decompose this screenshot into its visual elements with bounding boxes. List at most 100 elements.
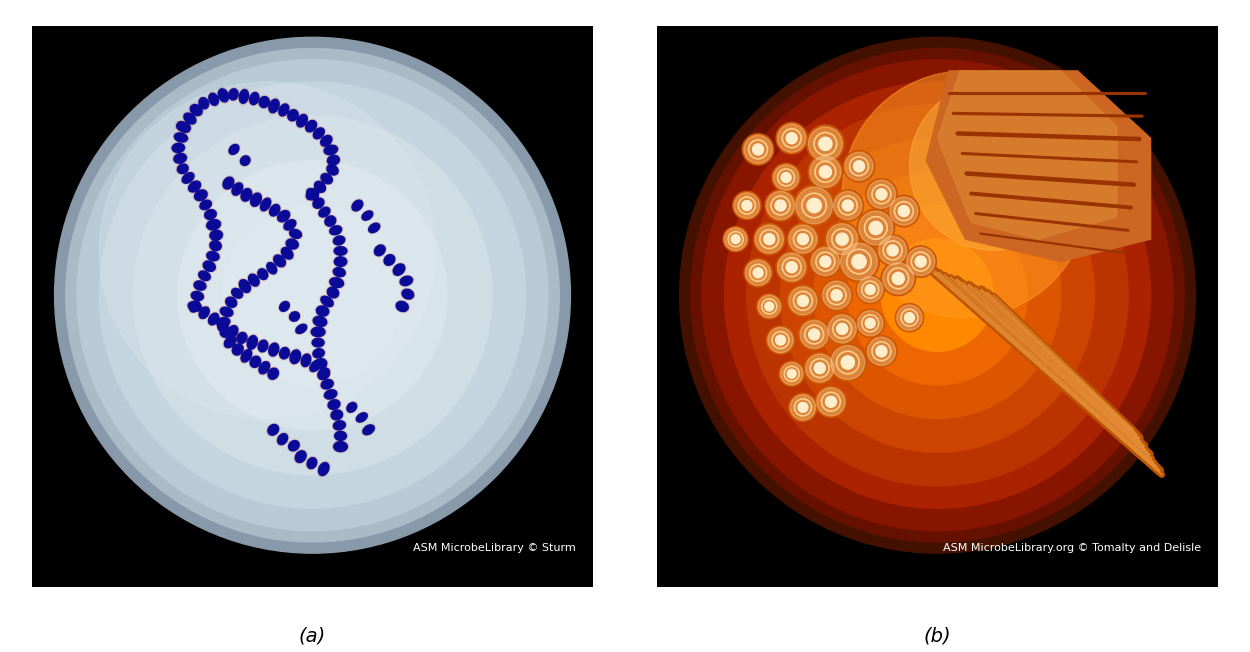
Ellipse shape <box>285 238 300 250</box>
Circle shape <box>703 60 1172 531</box>
Circle shape <box>66 48 559 542</box>
Circle shape <box>222 205 402 385</box>
Ellipse shape <box>311 327 325 336</box>
Circle shape <box>809 127 842 161</box>
Circle shape <box>805 354 834 382</box>
Ellipse shape <box>295 323 308 334</box>
Ellipse shape <box>191 291 204 301</box>
Text: (a): (a) <box>299 627 326 645</box>
Ellipse shape <box>334 430 348 441</box>
Circle shape <box>132 116 493 475</box>
Ellipse shape <box>184 113 196 124</box>
Ellipse shape <box>229 145 239 155</box>
Ellipse shape <box>236 333 248 344</box>
Ellipse shape <box>225 296 238 308</box>
Ellipse shape <box>216 318 230 333</box>
Circle shape <box>858 209 895 246</box>
Ellipse shape <box>220 307 232 317</box>
Ellipse shape <box>286 239 299 249</box>
Ellipse shape <box>289 228 302 239</box>
Ellipse shape <box>226 297 236 307</box>
Ellipse shape <box>189 104 204 117</box>
Ellipse shape <box>288 439 300 452</box>
Circle shape <box>177 160 448 430</box>
Ellipse shape <box>248 273 260 288</box>
Circle shape <box>680 37 1195 553</box>
Circle shape <box>867 337 895 365</box>
Ellipse shape <box>216 318 230 327</box>
Ellipse shape <box>290 350 300 364</box>
Ellipse shape <box>256 268 269 280</box>
Ellipse shape <box>276 209 291 223</box>
Circle shape <box>888 245 899 256</box>
Circle shape <box>826 313 858 344</box>
Circle shape <box>810 246 841 277</box>
Ellipse shape <box>334 246 348 255</box>
Ellipse shape <box>260 197 271 212</box>
Ellipse shape <box>239 88 250 105</box>
Ellipse shape <box>190 301 200 312</box>
Circle shape <box>724 228 748 250</box>
Circle shape <box>742 134 774 165</box>
Ellipse shape <box>279 346 290 360</box>
Circle shape <box>754 224 785 255</box>
Ellipse shape <box>250 193 261 206</box>
Circle shape <box>731 235 740 244</box>
Ellipse shape <box>396 301 409 312</box>
Ellipse shape <box>177 164 189 173</box>
Circle shape <box>876 346 888 357</box>
Ellipse shape <box>395 301 410 312</box>
Ellipse shape <box>268 98 280 114</box>
Ellipse shape <box>306 189 319 200</box>
Ellipse shape <box>202 260 216 273</box>
Ellipse shape <box>210 241 221 250</box>
Circle shape <box>866 336 897 367</box>
Ellipse shape <box>328 155 340 165</box>
Circle shape <box>752 144 764 155</box>
Ellipse shape <box>274 255 285 267</box>
Ellipse shape <box>173 153 188 164</box>
Ellipse shape <box>192 280 208 291</box>
Ellipse shape <box>206 220 220 230</box>
Ellipse shape <box>278 103 290 117</box>
Ellipse shape <box>260 198 271 211</box>
Ellipse shape <box>326 155 340 166</box>
Circle shape <box>752 268 762 278</box>
Ellipse shape <box>319 463 329 475</box>
Ellipse shape <box>311 338 325 348</box>
Ellipse shape <box>315 358 328 370</box>
Circle shape <box>905 313 915 323</box>
Circle shape <box>856 276 884 304</box>
Ellipse shape <box>362 425 374 435</box>
Ellipse shape <box>361 210 374 221</box>
Ellipse shape <box>206 252 219 261</box>
Ellipse shape <box>321 173 332 184</box>
Ellipse shape <box>240 155 251 166</box>
Ellipse shape <box>326 286 340 299</box>
Ellipse shape <box>219 326 232 338</box>
Circle shape <box>832 190 864 221</box>
Ellipse shape <box>219 306 234 318</box>
Text: ASM MicrobeLibrary.org © Tomalty and Delisle: ASM MicrobeLibrary.org © Tomalty and Del… <box>942 543 1201 553</box>
Ellipse shape <box>384 255 395 265</box>
Ellipse shape <box>316 367 331 381</box>
Ellipse shape <box>305 119 318 133</box>
Ellipse shape <box>320 173 334 185</box>
Ellipse shape <box>246 334 259 351</box>
Circle shape <box>811 248 840 276</box>
Ellipse shape <box>205 218 221 231</box>
Ellipse shape <box>279 301 290 312</box>
Ellipse shape <box>332 246 349 256</box>
Ellipse shape <box>232 344 244 355</box>
Ellipse shape <box>236 331 248 344</box>
Ellipse shape <box>401 288 415 300</box>
Ellipse shape <box>249 355 261 368</box>
Ellipse shape <box>240 187 252 202</box>
Ellipse shape <box>209 230 224 241</box>
Ellipse shape <box>329 225 342 235</box>
Ellipse shape <box>182 173 194 183</box>
Circle shape <box>691 48 1184 542</box>
Circle shape <box>78 60 548 531</box>
Ellipse shape <box>324 215 336 227</box>
Circle shape <box>867 180 895 209</box>
